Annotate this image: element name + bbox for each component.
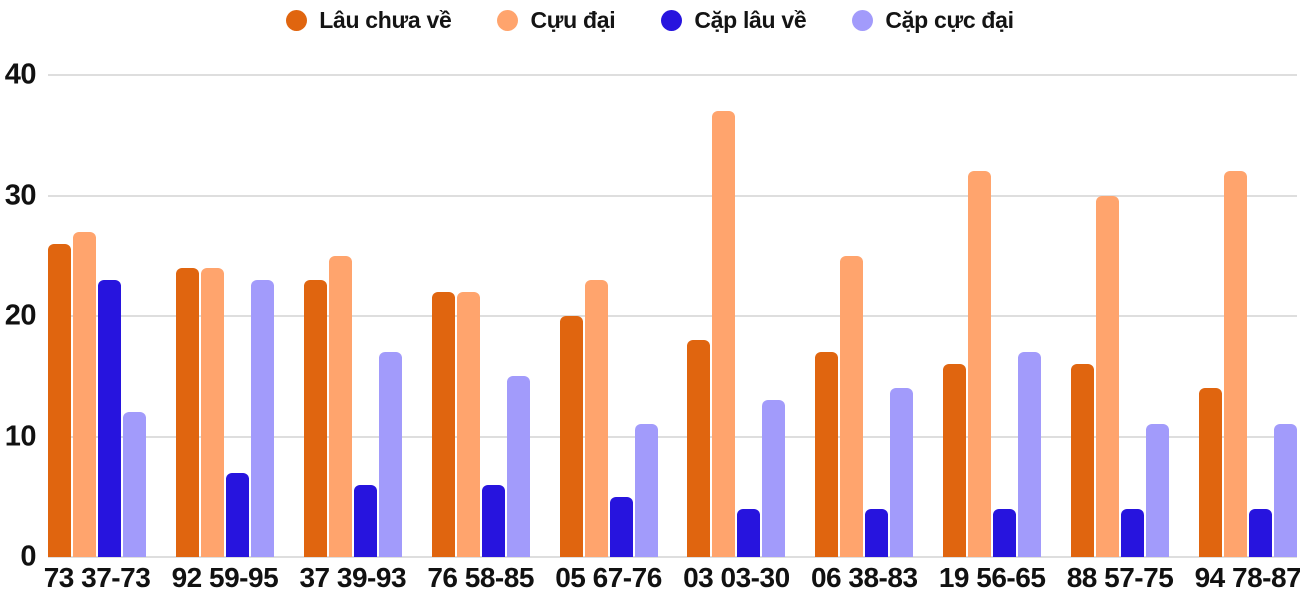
x-tick-label: 03 03-30 (683, 562, 790, 593)
gridline-y-40 (48, 74, 1297, 76)
legend-label: Cặp lâu về (694, 7, 807, 33)
bar-series-3-group-7[interactable] (865, 508, 889, 557)
gridline-y-30 (48, 194, 1297, 197)
gridline-y-0 (48, 556, 1297, 558)
legend-item-series-3[interactable]: Cặp lâu về (661, 7, 807, 34)
x-tick-label: 37 39-93 (299, 562, 407, 593)
bar-group-9: 88 57-75 (1067, 75, 1174, 592)
bar-group-2: 92 59-95 (172, 75, 279, 592)
bar-group-7: 06 38-83 (811, 75, 918, 592)
legend-label: Lâu chưa về (319, 7, 452, 33)
bar-series-2-group-3[interactable] (328, 255, 352, 557)
bar-series-4-group-9[interactable] (1146, 424, 1169, 557)
bar-group-8: 19 56-65 (939, 75, 1046, 592)
bar-series-1-group-6[interactable] (687, 340, 711, 557)
legend-label: Cựu đại (530, 7, 616, 33)
gridline-y-10 (48, 435, 1297, 438)
y-tick-label: 10 (4, 420, 37, 452)
bar-series-2-group-4[interactable] (456, 291, 480, 557)
x-tick-label: 94 78-87 (1194, 562, 1300, 593)
bar-series-4-group-1[interactable] (123, 412, 146, 557)
bar-series-3-group-10[interactable] (1248, 508, 1272, 557)
bar-group-6: 03 03-30 (683, 75, 790, 592)
legend-dot-icon (661, 10, 683, 31)
chart-legend: Lâu chưa về Cựu đại Cặp lâu về Cặp cực đại (0, 7, 1300, 34)
bar-series-3-group-2[interactable] (225, 472, 249, 557)
bar-group-1: 73 37-73 (44, 75, 151, 592)
legend-dot-icon (497, 10, 519, 31)
bar-series-3-group-6[interactable] (737, 508, 761, 557)
bar-series-4-group-6[interactable] (762, 400, 786, 557)
bar-series-3-group-8[interactable] (993, 508, 1017, 557)
bar-series-2-group-10[interactable] (1223, 171, 1247, 557)
bar-series-2-group-7[interactable] (840, 255, 864, 557)
bar-series-4-group-5[interactable] (634, 424, 658, 557)
bar-group-10: 94 78-87 (1195, 75, 1300, 592)
x-tick-label: 76 58-85 (427, 562, 534, 593)
bar-series-2-group-6[interactable] (712, 111, 736, 557)
y-tick-label: 40 (4, 58, 37, 91)
bar-series-4-group-3[interactable] (378, 352, 402, 557)
bar-series-1-group-9[interactable] (1071, 364, 1094, 557)
bar-groups: 73 37-73 92 59-95 37 39-93 76 58-85 05 67-76… (44, 75, 1300, 592)
bar-series-3-group-1[interactable] (98, 279, 121, 557)
legend-item-series-4[interactable]: Cặp cực đại (852, 7, 1014, 34)
legend-label: Cặp cực đại (885, 7, 1014, 33)
gridline-y-20 (48, 315, 1297, 317)
bar-series-1-group-7[interactable] (815, 352, 839, 557)
bar-series-3-group-9[interactable] (1121, 508, 1144, 557)
bar-group-4: 76 58-85 (427, 75, 534, 592)
bar-group-3: 37 39-93 (299, 75, 407, 592)
bar-series-3-group-3[interactable] (353, 484, 377, 557)
bar-series-1-group-5[interactable] (559, 316, 583, 557)
y-tick-label: 0 (20, 540, 36, 573)
y-axis: 0 10 20 30 40 (0, 60, 38, 571)
bar-series-1-group-8[interactable] (943, 364, 967, 557)
bar-series-1-group-2[interactable] (175, 267, 199, 557)
bar-series-4-group-4[interactable] (506, 376, 530, 557)
bar-series-4-group-2[interactable] (250, 279, 274, 557)
plot-area: 73 37-73 92 59-95 37 39-93 76 58-85 05 67-76… (44, 74, 1300, 592)
legend-dot-icon (852, 10, 874, 31)
y-tick-label: 30 (4, 179, 37, 211)
x-tick-label: 73 37-73 (43, 562, 151, 593)
y-tick-label: 20 (4, 299, 37, 332)
bar-series-3-group-4[interactable] (481, 484, 505, 557)
bar-series-4-group-10[interactable] (1273, 424, 1297, 557)
bar-series-2-group-5[interactable] (584, 279, 608, 557)
bar-series-4-group-7[interactable] (890, 388, 914, 557)
x-tick-label: 06 38-83 (810, 562, 918, 593)
x-tick-label: 92 59-95 (171, 562, 279, 593)
bar-series-1-group-3[interactable] (303, 279, 327, 557)
bar-series-3-group-5[interactable] (609, 496, 633, 557)
x-tick-label: 19 56-65 (938, 562, 1046, 593)
x-tick-label: 88 57-75 (1066, 562, 1174, 593)
bar-series-2-group-8[interactable] (968, 171, 992, 557)
bar-series-1-group-1[interactable] (48, 243, 71, 557)
bar-series-1-group-4[interactable] (431, 291, 455, 557)
legend-item-series-2[interactable]: Cựu đại (497, 7, 616, 34)
bar-series-2-group-9[interactable] (1096, 195, 1119, 557)
bar-series-2-group-1[interactable] (73, 231, 96, 557)
bar-group-5: 05 67-76 (555, 75, 662, 592)
bar-series-4-group-8[interactable] (1018, 352, 1042, 557)
legend-dot-icon (286, 10, 308, 31)
bar-series-1-group-10[interactable] (1198, 388, 1222, 557)
x-tick-label: 05 67-76 (555, 562, 662, 593)
legend-item-series-1[interactable]: Lâu chưa về (286, 7, 452, 34)
bar-series-2-group-2[interactable] (200, 267, 224, 557)
